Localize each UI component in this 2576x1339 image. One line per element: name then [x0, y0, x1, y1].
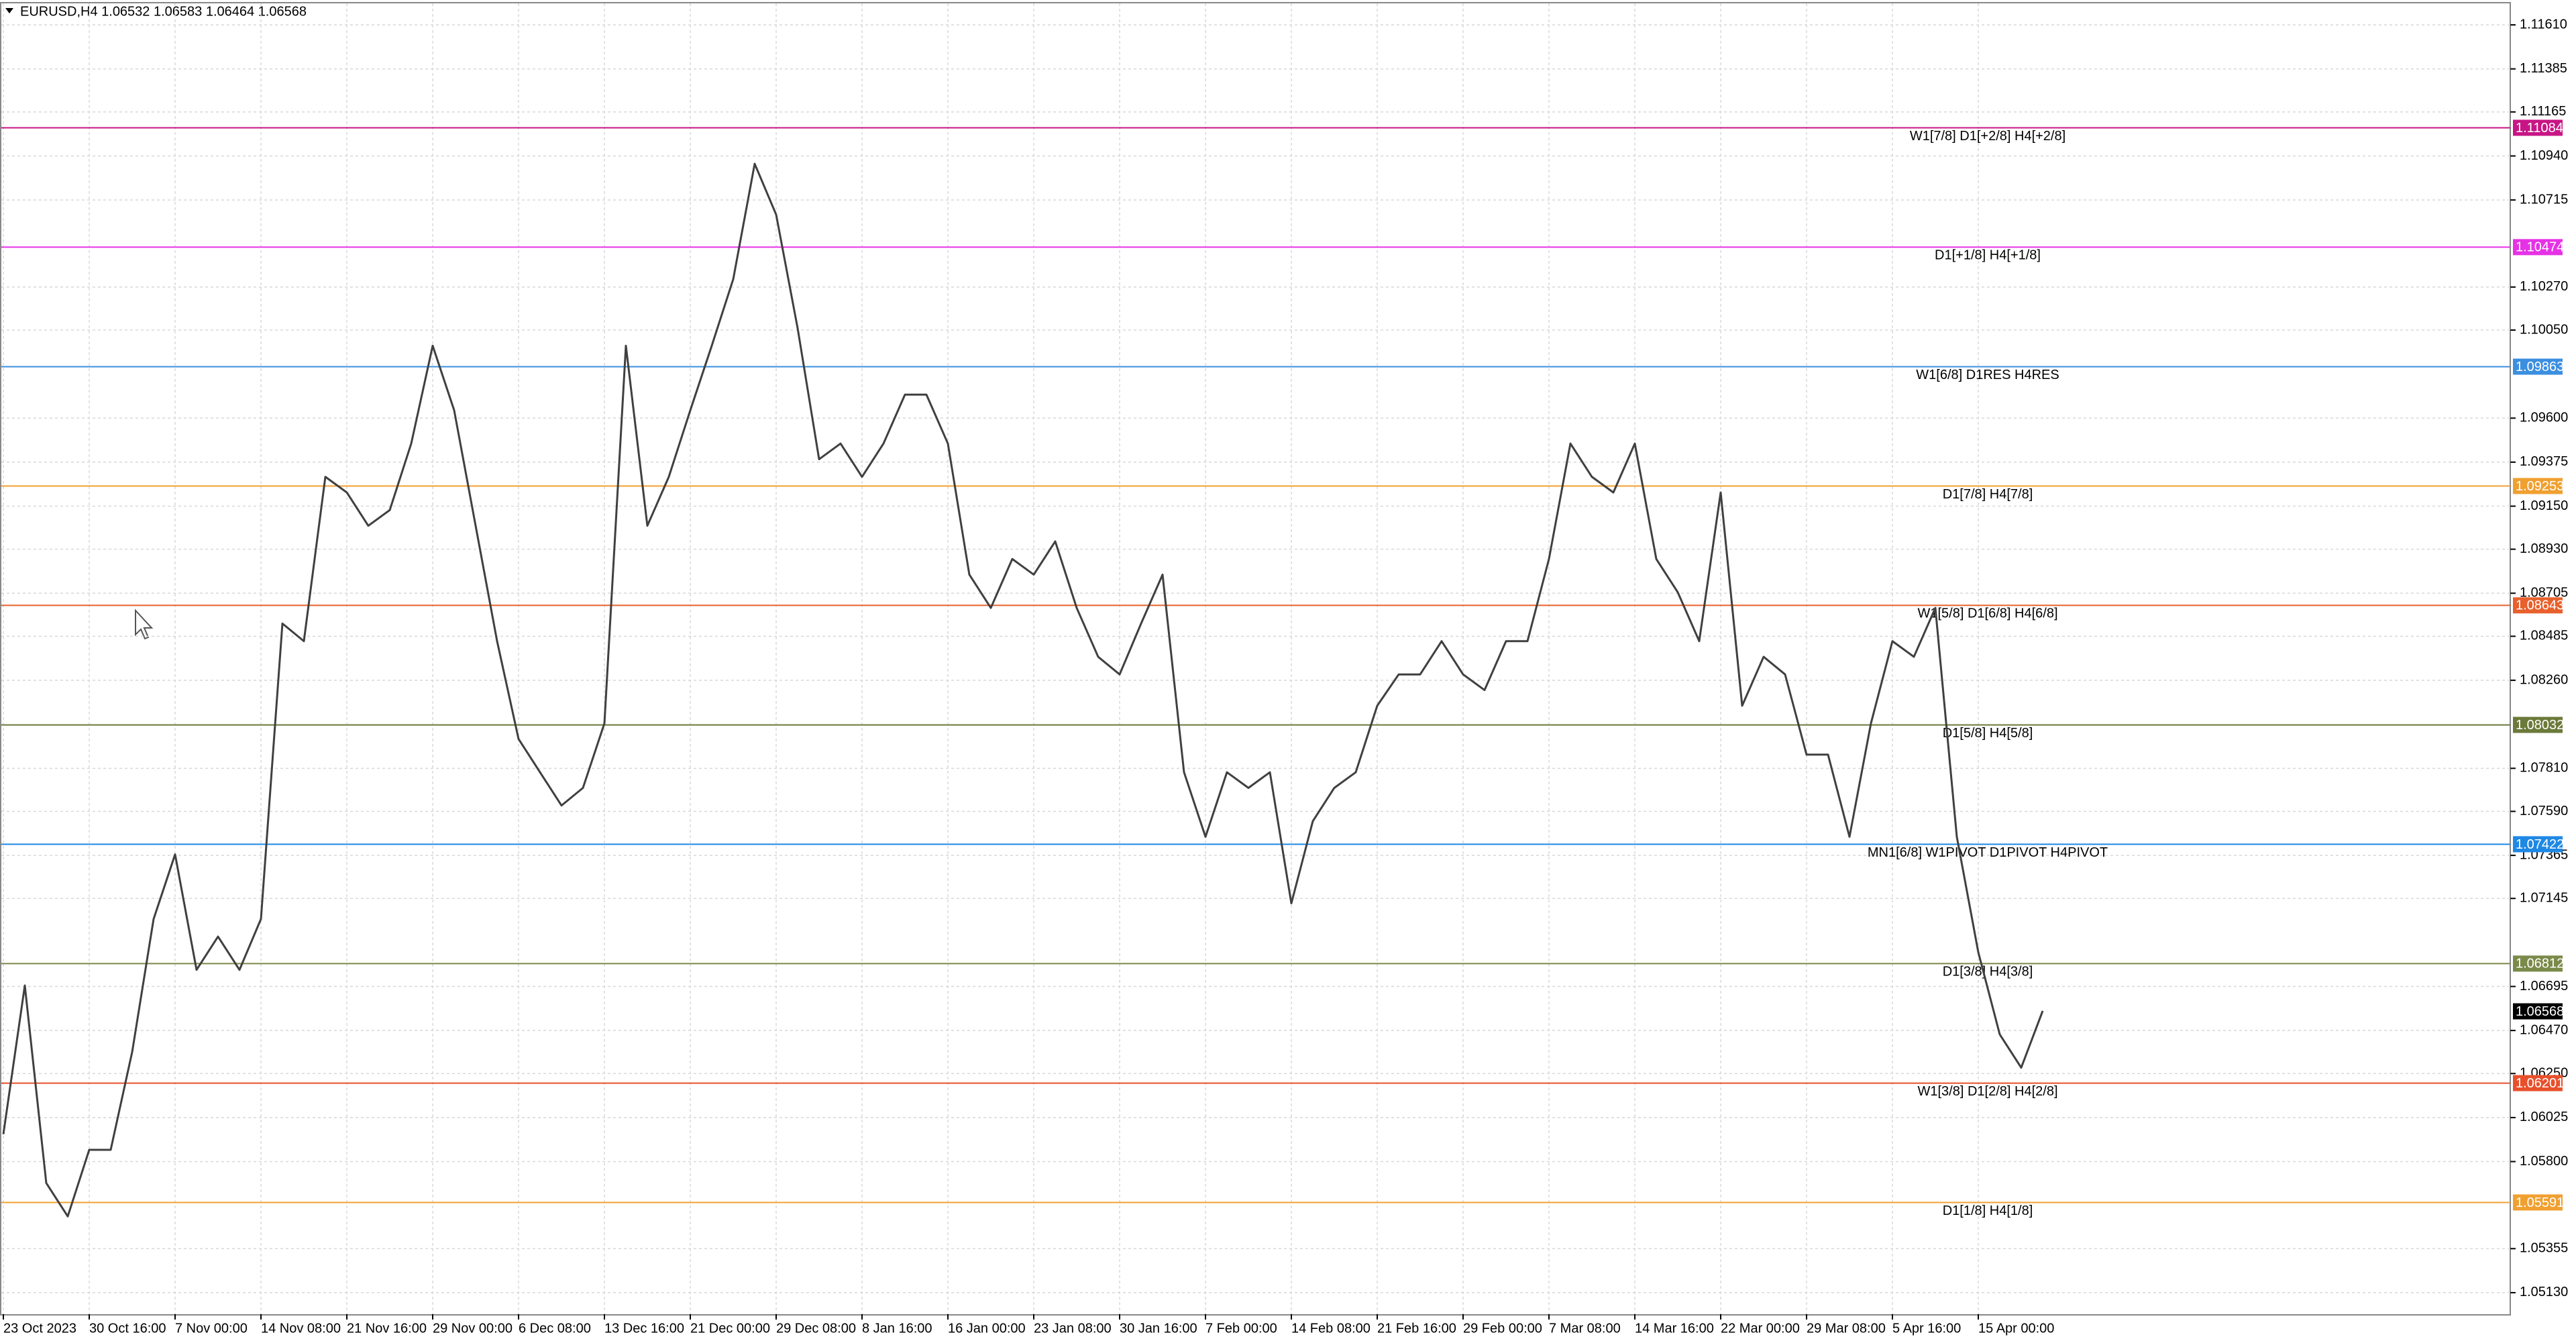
- y-tick-label: 1.11610: [2520, 17, 2567, 32]
- y-tick-label: 1.11165: [2520, 104, 2566, 119]
- last-price-label: 1.06568: [2516, 1004, 2564, 1019]
- y-tick-label: 1.05800: [2520, 1154, 2568, 1169]
- mouse-cursor: [135, 608, 154, 640]
- y-tick-label: 1.09375: [2520, 454, 2568, 469]
- price-tag: [2513, 478, 2563, 494]
- price-tag: [2513, 955, 2563, 972]
- x-tick-label: 14 Mar 16:00: [1635, 1321, 1714, 1336]
- price-tag-label: 1.08032: [2516, 718, 2564, 733]
- series: [2, 162, 2044, 1218]
- x-tick-label: 29 Feb 00:00: [1463, 1321, 1542, 1336]
- x-tick-label: 30 Oct 16:00: [89, 1321, 166, 1336]
- price-tag-label: 1.09253: [2516, 479, 2564, 494]
- plot-frame: [0, 2, 2511, 1316]
- price-tag: [2513, 716, 2563, 733]
- x-tick-label: 14 Nov 08:00: [261, 1321, 341, 1336]
- price-tag: [2513, 1194, 2563, 1211]
- level-label: D1[3/8] H4[3/8]: [1943, 965, 2033, 979]
- y-tick-label: 1.10940: [2520, 148, 2568, 163]
- price-tag-label: 1.06812: [2516, 957, 2564, 971]
- x-tick-label: 7 Feb 00:00: [1205, 1321, 1277, 1336]
- y-tick-label: 1.07145: [2520, 891, 2568, 906]
- y-tick-label: 1.05130: [2520, 1285, 2568, 1299]
- y-tick-label: 1.09150: [2520, 498, 2568, 513]
- chart-title: EURUSD,H4 1.06532 1.06583 1.06464 1.0656…: [20, 4, 307, 19]
- level-label: W1[6/8] D1RES H4RES: [1916, 368, 2059, 382]
- x-tick-label: 23 Oct 2023: [3, 1321, 76, 1336]
- x-tick-label: 21 Dec 00:00: [690, 1321, 770, 1336]
- level-label: W1[3/8] D1[2/8] H4[2/8]: [1918, 1084, 2058, 1099]
- y-tick-label: 1.06025: [2520, 1110, 2568, 1124]
- x-tick-label: 5 Apr 16:00: [1892, 1321, 1961, 1336]
- x-tick-label: 21 Nov 16:00: [347, 1321, 427, 1336]
- level-label: W1[7/8] D1[+2/8] H4[+2/8]: [1910, 129, 2065, 144]
- x-tick-label: 6 Dec 08:00: [519, 1321, 591, 1336]
- price-tag: [2513, 239, 2563, 256]
- y-tick-label: 1.09600: [2520, 411, 2568, 425]
- x-tick-label: 14 Feb 08:00: [1291, 1321, 1371, 1336]
- x-tick-label: 15 Apr 00:00: [1978, 1321, 2054, 1336]
- y-tick-label: 1.10715: [2520, 192, 2568, 207]
- y-tick-label: 1.07590: [2520, 804, 2568, 818]
- x-tick-label: 16 Jan 00:00: [948, 1321, 1026, 1336]
- x-tick-label: 22 Mar 00:00: [1721, 1321, 1800, 1336]
- y-tick-label: 1.10050: [2520, 322, 2568, 337]
- y-tick-label: 1.11385: [2520, 61, 2567, 76]
- x-tick-label: 21 Feb 16:00: [1377, 1321, 1456, 1336]
- x-tick-label: 7 Nov 00:00: [175, 1321, 248, 1336]
- price-tag-label: 1.10474: [2516, 240, 2564, 255]
- price-tag-label: 1.08643: [2516, 598, 2564, 613]
- price-tag: [2513, 1075, 2563, 1091]
- level-label: D1[5/8] H4[5/8]: [1943, 726, 2033, 741]
- y-tick-label: 1.08485: [2520, 629, 2568, 643]
- level-label: W1[5/8] D1[6/8] H4[6/8]: [1918, 606, 2058, 621]
- y-tick-label: 1.08260: [2520, 672, 2568, 687]
- y-tick-label: 1.06695: [2520, 979, 2568, 994]
- x-tick-label: 8 Jan 16:00: [862, 1321, 932, 1336]
- level-label: D1[+1/8] H4[+1/8]: [1935, 248, 2041, 263]
- price-tag-label: 1.09863: [2516, 360, 2564, 374]
- menu-arrow[interactable]: [5, 8, 13, 13]
- price-tag-label: 1.07422: [2516, 837, 2564, 852]
- price-tag: [2513, 358, 2563, 375]
- price-line: [2, 162, 2044, 1218]
- level-label: MN1[6/8] W1PIVOT D1PIVOT H4PIVOT: [1868, 845, 2108, 860]
- x-tick-label: 29 Nov 00:00: [433, 1321, 513, 1336]
- x-tick-label: 30 Jan 16:00: [1120, 1321, 1197, 1336]
- y-tick-label: 1.05355: [2520, 1241, 2568, 1256]
- levels: W1[7/8] D1[+2/8] H4[+2/8] D1[+1/8] H4[+1/…: [1, 127, 2510, 1218]
- price-tag: [2513, 119, 2563, 136]
- axis: 1.11610 1.11385 1.11165 1.10940 1.10715 1.102…: [3, 17, 2568, 1336]
- y-tick-label: 1.06470: [2520, 1022, 2568, 1037]
- price-tag-label: 1.06201: [2516, 1076, 2564, 1091]
- y-tick-label: 1.10270: [2520, 279, 2568, 294]
- level-label: D1[1/8] H4[1/8]: [1943, 1203, 2033, 1218]
- x-tick-label: 29 Mar 08:00: [1807, 1321, 1886, 1336]
- price-tag-label: 1.05591: [2516, 1195, 2564, 1210]
- last-price-tag: [2513, 1003, 2563, 1020]
- grid: [1, 3, 2510, 1314]
- price-tag: [2513, 836, 2563, 853]
- x-tick-label: 13 Dec 16:00: [604, 1321, 684, 1336]
- x-tick-label: 23 Jan 08:00: [1034, 1321, 1112, 1336]
- x-tick-label: 7 Mar 08:00: [1549, 1321, 1621, 1336]
- y-tick-label: 1.08705: [2520, 586, 2568, 600]
- price-tag: [2513, 597, 2563, 614]
- price-tag-label: 1.11084: [2516, 121, 2563, 136]
- x-tick-label: 29 Dec 08:00: [776, 1321, 856, 1336]
- y-tick-label: 1.08930: [2520, 541, 2568, 556]
- level-label: D1[7/8] H4[7/8]: [1943, 487, 2033, 502]
- y-tick-label: 1.07810: [2520, 761, 2568, 775]
